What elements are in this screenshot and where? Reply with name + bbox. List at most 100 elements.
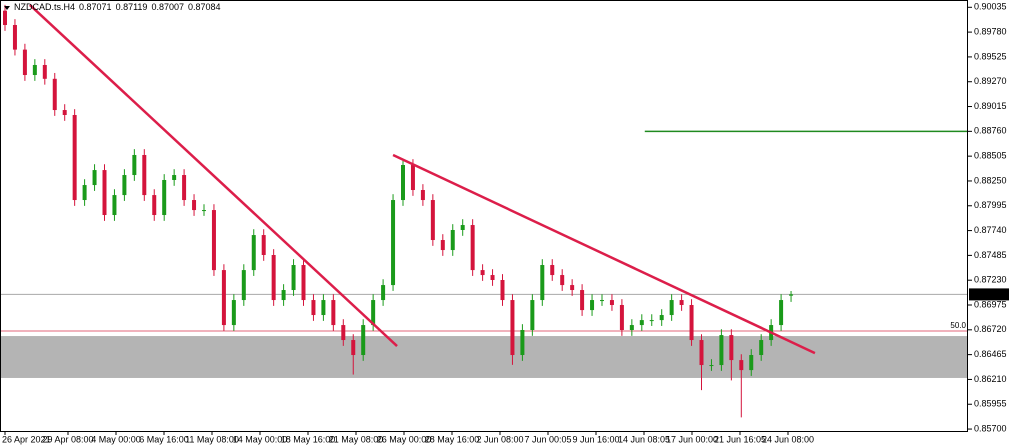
candle-body [689, 305, 694, 341]
candle-body [211, 210, 216, 271]
candle-body [3, 10, 7, 26]
x-tick-label: 2 Jun 08:00 [476, 434, 523, 444]
candle-body [779, 300, 784, 326]
candle-body [699, 340, 704, 366]
x-tick-label: 14 May 00:00 [233, 434, 288, 444]
y-tick-label: 0.86465 [974, 349, 1007, 359]
candle-body [470, 225, 475, 271]
candle-body [221, 270, 226, 326]
fib-label: 50.0 [950, 321, 966, 330]
candle-body [639, 320, 644, 326]
candle-body [361, 325, 366, 356]
candle-body [709, 365, 714, 367]
candle-body [520, 330, 525, 356]
candle-body [182, 175, 187, 201]
candle-body [42, 64, 47, 79]
y-tick-label: 0.88250 [974, 175, 1007, 185]
candle-body [420, 190, 425, 201]
candle-body [669, 300, 674, 316]
candle-body [371, 300, 376, 326]
x-tick-label: 24 Jun 08:00 [762, 434, 814, 444]
candle-body [82, 185, 87, 201]
y-tick-label: 0.86210 [974, 374, 1007, 384]
candle-body [291, 265, 296, 291]
x-tick-label: 18 May 16:00 [281, 434, 336, 444]
candle-body [530, 300, 535, 331]
candle-body [62, 110, 67, 115]
candle-body [460, 225, 465, 230]
y-tick-label: 0.87485 [974, 250, 1007, 260]
y-tick-label: 0.85955 [974, 399, 1007, 409]
candle-body [202, 210, 206, 212]
plot-frame [0, 0, 968, 432]
candle-body [321, 300, 326, 316]
candle-body [381, 285, 386, 301]
candle-body [590, 300, 595, 311]
y-tick-label: 0.86720 [974, 324, 1007, 334]
candle-body [311, 300, 316, 316]
candle-body [112, 195, 117, 216]
candle-body [580, 290, 585, 311]
candle-body [271, 255, 276, 301]
y-tick-label: 0.86975 [974, 299, 1007, 309]
candle-body [609, 300, 614, 306]
x-tick-label: 6 May 16:00 [139, 434, 189, 444]
candle-body [480, 270, 485, 276]
header-item: NZDCAD.ts.H4 [14, 2, 75, 12]
candle-body [241, 270, 246, 301]
trendline [392, 153, 816, 355]
x-tick-label: 4 May 00:00 [91, 434, 141, 444]
candle-body [430, 200, 435, 241]
y-tick-label: 0.89270 [974, 76, 1007, 86]
x-tick-label: 9 Jun 16:00 [572, 434, 619, 444]
y-tick-label: 0.88505 [974, 151, 1007, 161]
y-tick-label: 0.87740 [974, 225, 1007, 235]
x-tick-label: 26 May 00:00 [377, 434, 432, 444]
x-tick-label: 7 Jun 00:05 [524, 434, 571, 444]
candle-body [401, 165, 405, 201]
candle-body [142, 154, 147, 196]
y-tick-label: 0.89015 [974, 101, 1007, 111]
header-item: 0.87071 [79, 2, 112, 12]
candle-body [132, 154, 137, 176]
x-tick-label: 26 Apr 2021 [2, 434, 51, 444]
candle-body [490, 275, 495, 281]
support-zone [0, 336, 968, 378]
header-item: 0.87119 [116, 2, 148, 12]
chart-header: NZDCAD.ts.H4 0.87071 0.87119 0.87007 0.87084 [14, 2, 221, 12]
header-item: 0.87084 [188, 2, 221, 12]
candle-body [12, 25, 17, 50]
candle-body [172, 175, 177, 180]
candle-body [351, 340, 356, 356]
x-tick-label: 14 Jun 08:05 [618, 434, 670, 444]
candle-body [510, 300, 515, 356]
candle-body [500, 280, 505, 301]
candle-body [231, 300, 236, 326]
candle-body [251, 235, 256, 271]
candle-body [619, 305, 624, 331]
candle-body [729, 335, 734, 361]
x-tick-label: 11 May 08:00 [185, 434, 239, 444]
candle-body [570, 285, 575, 291]
candle-body [391, 200, 396, 286]
candle-body [550, 265, 555, 276]
y-tick-label: 0.85700 [974, 423, 1007, 433]
candle-body [152, 195, 157, 216]
candle-body [560, 275, 565, 286]
candle-body [52, 78, 57, 111]
candle-body [192, 200, 197, 211]
menu-triangle[interactable] [4, 6, 10, 10]
x-tick-label: 21 Jun 16:05 [714, 434, 766, 444]
candle-body [440, 240, 445, 251]
candle-body [600, 300, 604, 302]
candle-body [450, 229, 455, 251]
candle-body [331, 300, 336, 326]
candle-body [759, 340, 764, 356]
candle-body [629, 325, 634, 331]
y-tick-label: 0.87230 [974, 275, 1007, 285]
price-label: 0.87084 [974, 289, 1007, 299]
candle-body [261, 235, 266, 256]
candle-body [540, 265, 545, 301]
